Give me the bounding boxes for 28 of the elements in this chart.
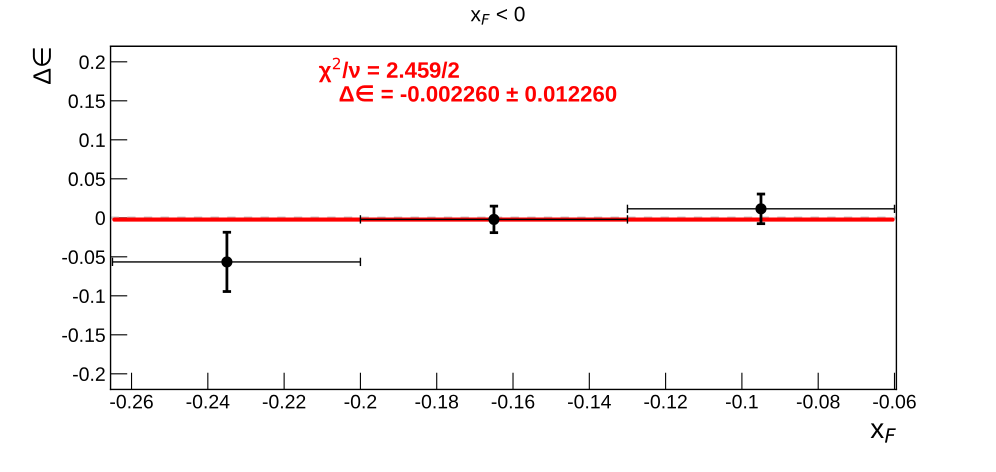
x-tick-label: -0.26 <box>110 394 153 409</box>
x-tick-label: -0.12 <box>644 394 687 409</box>
y-axis-title: Δ∈ <box>32 48 51 84</box>
y-tick-label: 0.2 <box>79 55 105 70</box>
y-tick-label: 0 <box>96 211 105 226</box>
y-tick-label: -0.2 <box>73 367 105 382</box>
y-tick-label: -0.15 <box>62 328 105 342</box>
chart-title: x$_{F}$ < 0 <box>470 6 525 25</box>
point <box>221 256 232 268</box>
x-tick-label: -0.22 <box>262 394 306 409</box>
x-axis-title: x$_{F}$ <box>870 423 896 443</box>
x-tick-label: -0.16 <box>492 394 534 409</box>
x-tick-label: -0.08 <box>796 394 840 409</box>
x-tick-label: -0.06 <box>873 394 916 409</box>
x-tick-label: -0.14 <box>568 394 611 409</box>
x-tick-label: -0.24 <box>186 394 230 409</box>
x-tick-label: -0.18 <box>415 394 458 409</box>
point <box>755 203 767 214</box>
y-tick-label: 0.05 <box>68 172 105 186</box>
annotation: Δ∈ = -0.002260 ± 0.012260 <box>340 85 616 102</box>
x-tick-label: -0.1 <box>726 394 758 409</box>
y-tick-label: -0.1 <box>73 289 105 304</box>
annotation: χ$^{2}$/ν = 2.459/2 <box>318 58 459 82</box>
point <box>488 214 500 225</box>
y-tick-label: 0.1 <box>79 133 105 148</box>
y-tick-label: 0.15 <box>68 94 105 108</box>
x-tick-label: -0.2 <box>344 394 376 409</box>
y-tick-label: -0.05 <box>62 250 105 264</box>
